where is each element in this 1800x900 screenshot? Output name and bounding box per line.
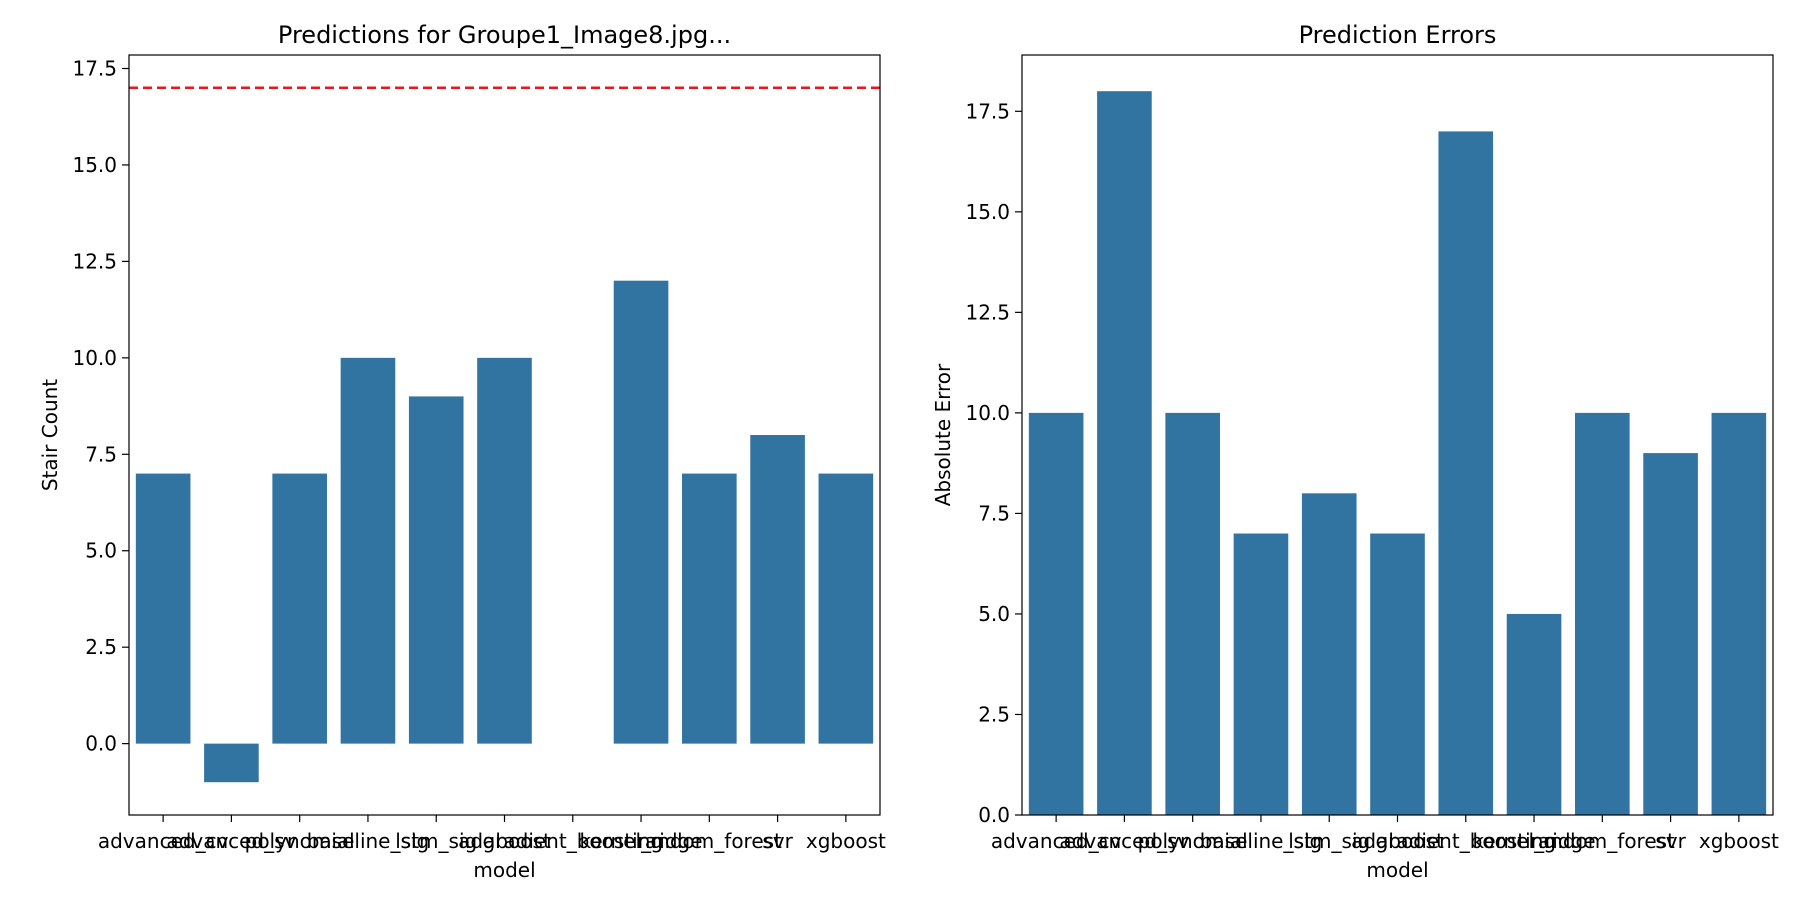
bar-xgboost (1711, 412, 1767, 815)
bar-polynomial (272, 473, 327, 744)
y-tick-label: 0.0 (85, 732, 117, 756)
predictions-x-ticks: advanced_cvadvanced_svpolynomialbaseline… (98, 815, 886, 853)
bar-gradient-boosting (1438, 131, 1494, 816)
bar-advanced-cv (135, 473, 191, 744)
x-tick-label: gradient_boosting (1375, 829, 1556, 853)
bar-baseline-sig (340, 357, 396, 744)
bar-advanced-cv (1028, 412, 1084, 815)
x-tick-label: random_forest (637, 829, 782, 853)
y-tick-label: 12.5 (72, 249, 117, 273)
x-tick-label: lstm_sig (1288, 829, 1370, 853)
x-tick-label: random_forest (1530, 829, 1675, 853)
y-tick-label: 7.5 (85, 442, 117, 466)
x-tick-label: polynomial (245, 829, 355, 853)
x-tick-label: svr (762, 829, 793, 853)
bar-lstm-sig (408, 396, 464, 744)
y-tick-label: 10.0 (965, 401, 1010, 425)
x-tick-label: advanced_sv (1059, 829, 1189, 853)
predictions-y-ticks: 0.0 2.5 5.0 7.5 10.0 12.5 15.0 17.5 (72, 57, 129, 756)
x-tick-label: svr (1655, 829, 1686, 853)
y-tick-label: 17.5 (72, 57, 117, 81)
errors-bars (1028, 91, 1767, 816)
x-tick-label: xgboost (1699, 829, 1779, 853)
x-tick-label: baseline_sig (1200, 829, 1322, 853)
errors-title: Prediction Errors (1299, 21, 1497, 49)
x-tick-label: gradient_boosting (482, 829, 663, 853)
predictions-title: Predictions for Groupe1_Image8.jpg... (278, 21, 731, 49)
bar-baseline-sig (1233, 533, 1289, 815)
predictions-y-axis-label: Stair Count (38, 379, 62, 491)
y-tick-label: 5.0 (85, 539, 117, 563)
bar-random-forest (1575, 412, 1630, 815)
x-tick-label: baseline_sig (307, 829, 429, 853)
bar-svr (750, 435, 805, 744)
y-tick-label: 15.0 (965, 200, 1010, 224)
bar-advanced-sv (1097, 91, 1152, 815)
bar-polynomial (1165, 412, 1220, 815)
x-tick-label: adaboost (1351, 829, 1444, 853)
y-tick-label: 2.5 (978, 702, 1010, 726)
x-tick-label: advanced_cv (98, 829, 229, 853)
bar-kernel-ridge (613, 280, 669, 744)
y-tick-label: 15.0 (72, 153, 117, 177)
y-tick-label: 10.0 (72, 346, 117, 370)
y-tick-label: 12.5 (965, 300, 1010, 324)
x-tick-label: advanced_sv (166, 829, 296, 853)
bar-adaboost (1370, 533, 1425, 815)
bar-svr (1643, 453, 1698, 815)
errors-axes-frame (1021, 54, 1774, 816)
x-tick-label: polynomial (1138, 829, 1248, 853)
x-tick-label: kernel_ridge (580, 829, 703, 853)
predictions-x-axis-label: model (473, 858, 535, 882)
y-tick-label: 7.5 (978, 501, 1010, 525)
errors-y-ticks: 0.0 2.5 5.0 7.5 10.0 12.5 15.0 17.5 (965, 99, 1022, 827)
bar-adaboost (477, 357, 532, 744)
predictions-bars (135, 280, 874, 783)
bar-advanced-sv (204, 743, 259, 783)
y-tick-label: 2.5 (85, 635, 117, 659)
bar-kernel-ridge (1506, 613, 1562, 815)
bar-lstm-sig (1301, 493, 1357, 815)
predictions-axes-frame (128, 54, 881, 816)
y-tick-label: 17.5 (965, 99, 1010, 123)
x-tick-label: lstm_sig (395, 829, 477, 853)
errors-x-axis-label: model (1366, 858, 1428, 882)
x-tick-label: kernel_ridge (1473, 829, 1596, 853)
x-tick-label: xgboost (806, 829, 886, 853)
predictions-chart: 0.0 2.5 5.0 7.5 10.0 12.5 15.0 17.5 advanced_cv… (38, 21, 886, 882)
y-tick-label: 5.0 (978, 602, 1010, 626)
errors-x-ticks: advanced_cvadvanced_svpolynomialbaseline… (991, 815, 1779, 853)
x-tick-label: advanced_cv (991, 829, 1122, 853)
errors-y-axis-label: Absolute Error (931, 363, 955, 506)
bar-random-forest (682, 473, 737, 744)
x-tick-label: adaboost (458, 829, 551, 853)
errors-chart: 0.0 2.5 5.0 7.5 10.0 12.5 15.0 17.5 advanced_cv… (931, 21, 1779, 882)
bar-xgboost (818, 473, 874, 744)
y-tick-label: 0.0 (978, 803, 1010, 827)
